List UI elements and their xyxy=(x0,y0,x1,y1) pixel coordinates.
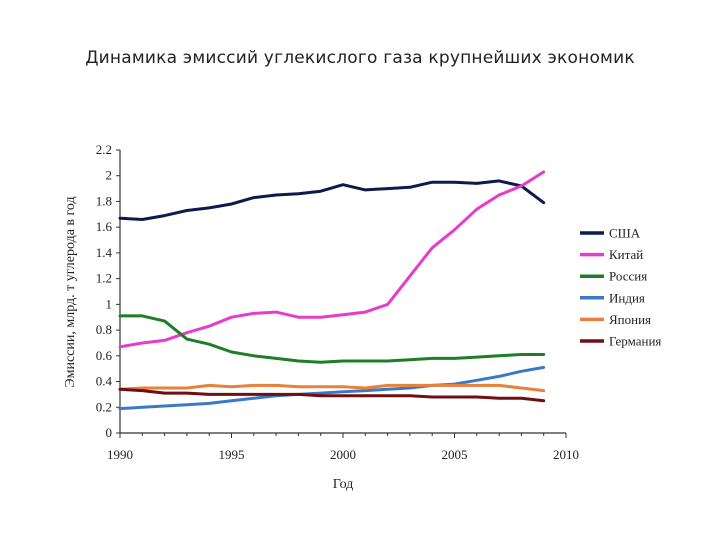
legend-label: Китай xyxy=(609,247,643,262)
y-tick-label: 1.8 xyxy=(96,193,112,208)
y-tick-label: 2.2 xyxy=(96,142,112,157)
y-tick-label: 0.2 xyxy=(96,399,112,414)
y-tick-label: 0.6 xyxy=(96,348,113,363)
legend-item: США xyxy=(580,226,641,241)
series-line-2 xyxy=(118,170,546,349)
legend-item: Япония xyxy=(580,312,651,327)
series-line-1 xyxy=(118,179,546,221)
legend-label: Россия xyxy=(609,269,647,284)
legend-item: Россия xyxy=(580,269,647,284)
legend-label: Индия xyxy=(609,290,645,305)
x-tick-label: 1990 xyxy=(107,447,133,462)
x-tick-label: 1995 xyxy=(219,447,245,462)
x-tick-label: 2010 xyxy=(553,447,579,462)
series-line-5 xyxy=(118,383,546,393)
legend-item: Индия xyxy=(580,290,645,305)
y-axis-ticks: 0 0.2 0.4 0.6 0.8 1 1.2 1.4 1.6 1.8 2 2.2 xyxy=(96,142,120,440)
y-tick-label: 2 xyxy=(106,168,113,183)
x-axis-label: Год xyxy=(333,477,354,492)
y-tick-label: 1.6 xyxy=(96,219,113,234)
legend-label: Япония xyxy=(609,312,651,327)
legend-item: Китай xyxy=(580,247,643,262)
chart-legend: США Китай Россия Индия Япония Германия xyxy=(580,226,661,349)
series-line-4 xyxy=(118,365,546,411)
series-lines xyxy=(118,170,546,411)
x-axis-ticks: 1990 1995 2000 2005 2010 xyxy=(107,433,579,462)
y-tick-label: 1.2 xyxy=(96,271,112,286)
y-tick-label: 1 xyxy=(106,296,113,311)
y-tick-label: 0 xyxy=(106,425,113,440)
x-tick-label: 2005 xyxy=(442,447,468,462)
legend-label: США xyxy=(609,226,641,241)
y-tick-label: 0.4 xyxy=(96,374,113,389)
legend-item: Германия xyxy=(580,334,661,349)
x-tick-label: 2000 xyxy=(330,447,356,462)
slide-title: Динамика эмиссий углекислого газа крупне… xyxy=(85,48,635,68)
y-tick-label: 1.4 xyxy=(96,245,113,260)
y-tick-label: 0.8 xyxy=(96,322,112,337)
y-axis-label: Эмиссии, млрд. т углерода в год xyxy=(63,196,78,387)
series-line-6 xyxy=(118,387,546,403)
series-line-3 xyxy=(118,314,546,364)
legend-label: Германия xyxy=(609,334,661,349)
